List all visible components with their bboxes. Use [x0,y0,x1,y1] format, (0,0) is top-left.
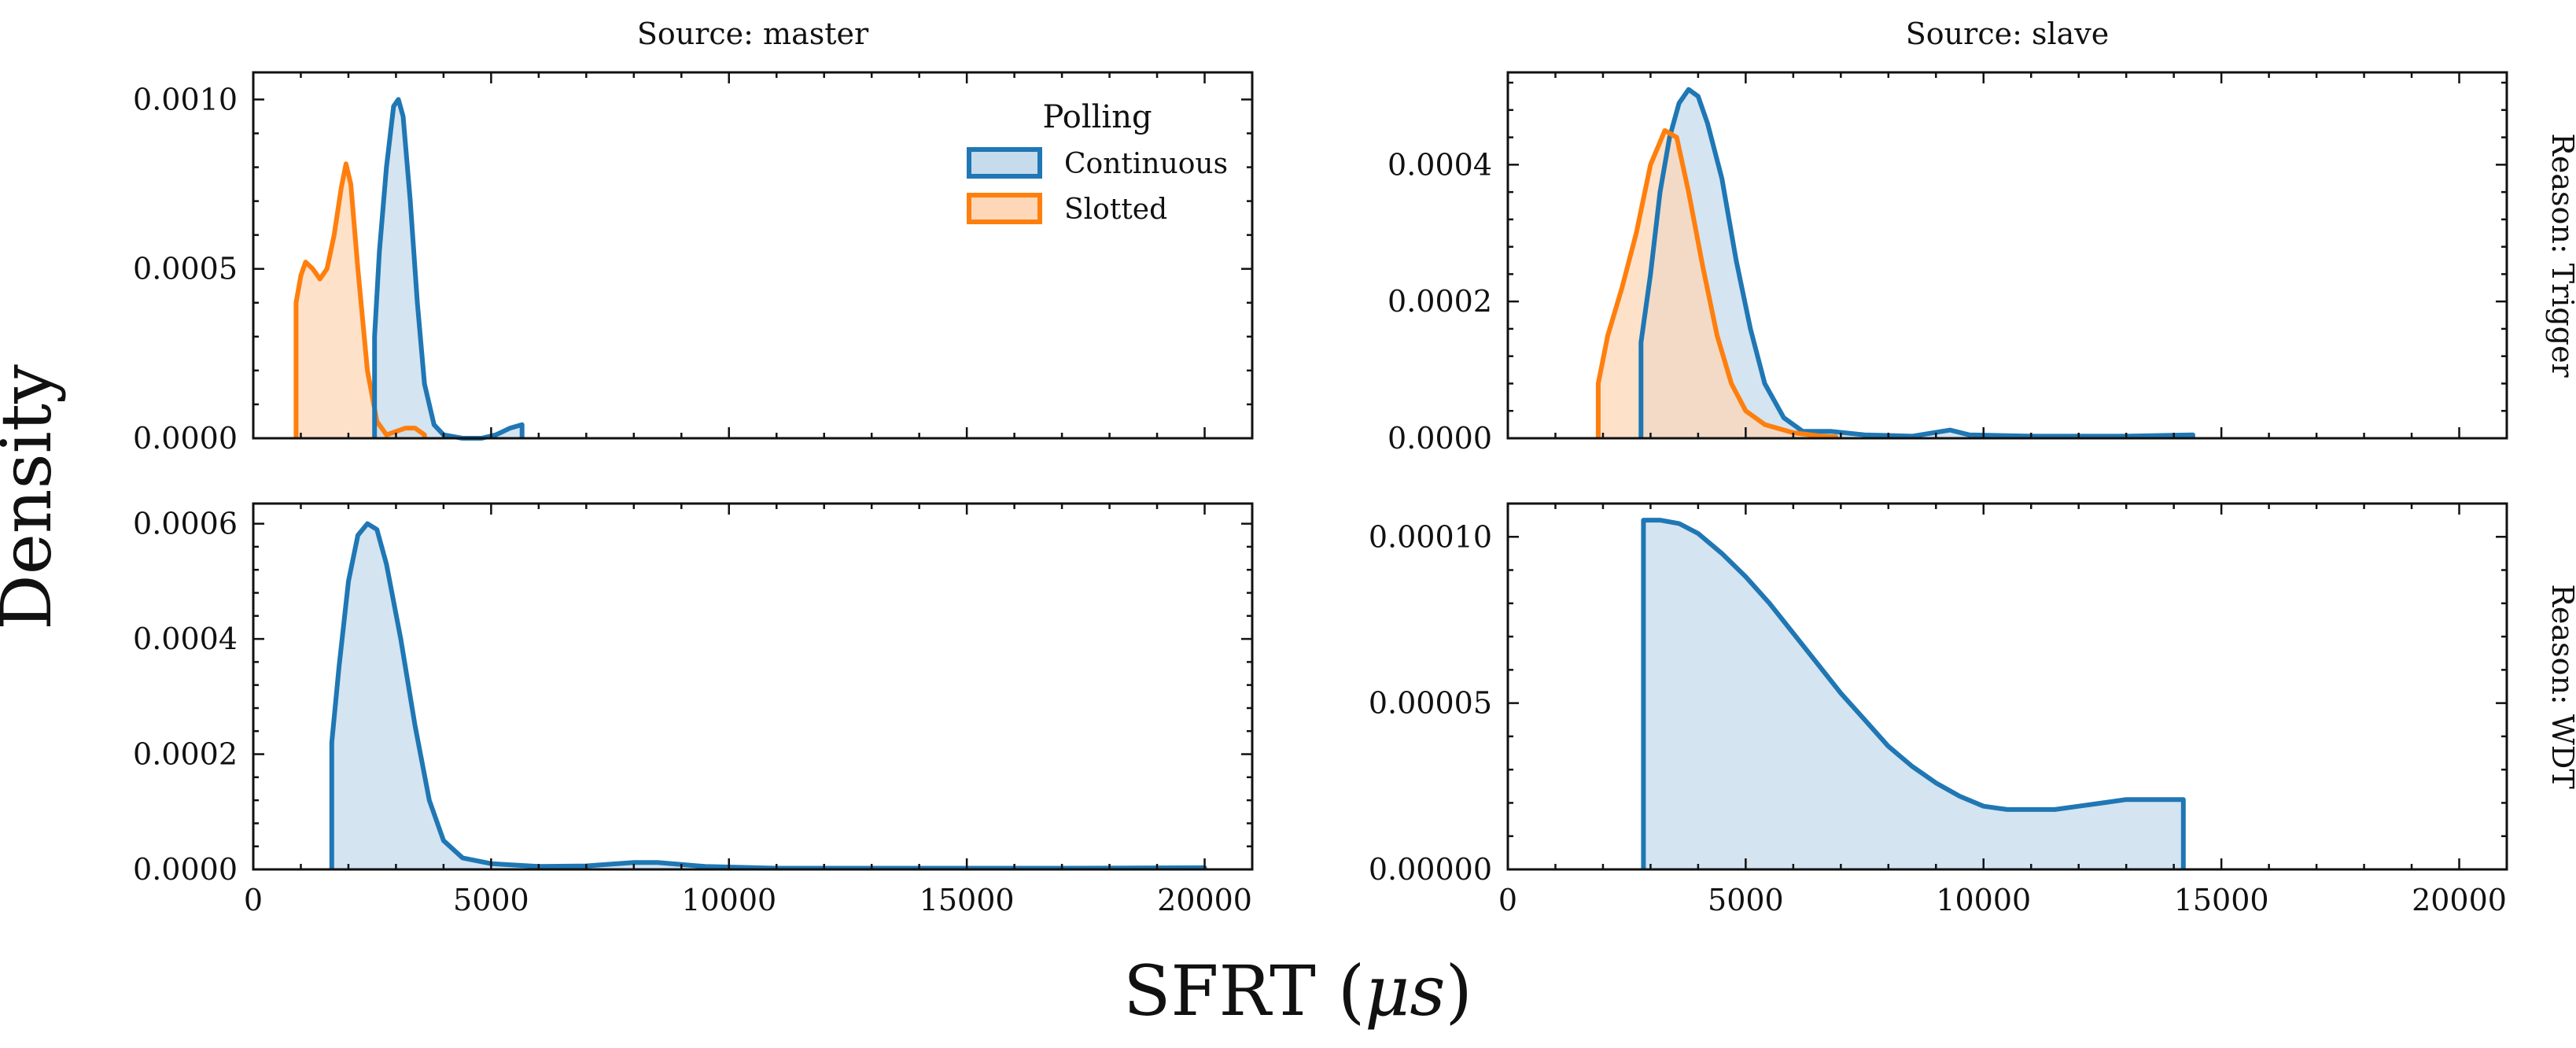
y-tick-label: 0.0004 [133,622,238,656]
legend: Polling Continuous Slotted [967,99,1228,226]
y-tick-label: 0.0000 [133,852,238,887]
panel-frame [252,71,1254,440]
x-axis-title-unit: μs [1365,950,1445,1031]
y-tick-label: 0.0002 [1388,284,1492,319]
series-line-slotted [293,161,427,438]
legend-label-slotted: Slotted [1064,194,1167,226]
x-tick-label: 5000 [1708,883,1784,917]
series-line-continuous [329,521,1207,871]
series-area-continuous [374,99,522,439]
series-line-continuous [1641,518,2186,869]
y-tick-label: 0.0005 [133,252,238,286]
series-line-continuous [1638,87,2195,439]
x-axis-title-close: ) [1446,950,1472,1031]
x-tick-label: 0 [244,883,263,917]
y-tick-label: 0.0000 [1388,421,1492,456]
panel-4: 0 5000 10000 15000 20000 0.00000 0.00005 0.0001… [1369,502,2576,917]
panel-1: 0.0000 0.0005 0.0010 Source: master [133,17,1254,456]
x-tick-label: 10000 [681,883,776,917]
x-tick-label: 15000 [2174,883,2269,917]
y-tick-label: 0.0006 [133,507,238,541]
x-tick-label: 15000 [919,883,1015,917]
x-tick-label: 0 [1498,883,1517,917]
legend-swatch-slotted [967,193,1042,224]
y-tick-label: 0.0004 [1388,147,1492,182]
y-tick-label: 0.00010 [1369,519,1492,554]
x-tick-label: 20000 [2412,883,2507,917]
legend-swatch-continuous [967,147,1042,179]
legend-title: Polling [1042,99,1152,135]
series-area-continuous [331,523,1205,869]
y-tick-label: 0.00005 [1369,686,1492,721]
panel-frame [1506,71,2508,440]
y-tick-label: 0.0002 [133,737,238,772]
panel-frame [252,502,1254,871]
x-axis-title-main: SFRT ( [1123,950,1365,1031]
x-axis-title: SFRT (μs) [1123,950,1472,1031]
row-title: Reason: Trigger [2545,133,2576,378]
x-tick-label: 20000 [1157,883,1252,917]
panel-3: 0 5000 10000 15000 20000 0.0000 0.0002 0.0004 0.… [133,502,1254,917]
column-title: Source: slave [1906,17,2109,51]
legend-label-continuous: Continuous [1064,148,1228,180]
y-tick-label: 0.0010 [133,82,238,116]
series-line-continuous [372,97,525,441]
column-title: Source: master [637,17,869,51]
y-tick-label: 0.0000 [133,421,238,456]
series-area-continuous [1643,520,2184,869]
panel-frame [1506,502,2508,871]
series-line-slotted [1595,127,1839,440]
x-tick-label: 10000 [1936,883,2031,917]
row-title: Reason: WDT [2545,584,2576,788]
y-axis-title: Density [0,364,67,630]
x-tick-label: 5000 [453,883,529,917]
panel-2: 0.0000 0.0002 0.0004 Source: slave Reason: T… [1388,17,2576,456]
y-tick-label: 0.00000 [1369,852,1492,887]
